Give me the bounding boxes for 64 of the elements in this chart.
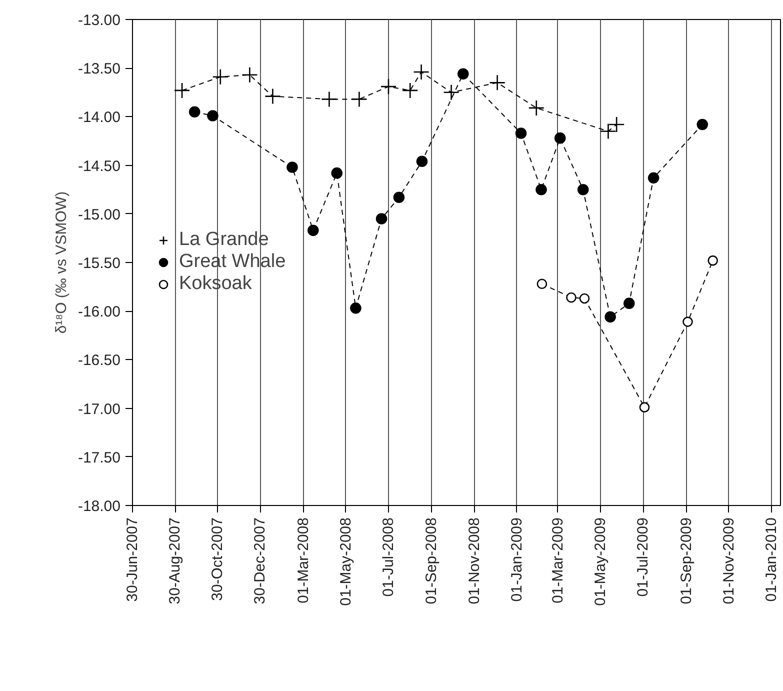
point: [528, 100, 545, 116]
point: [708, 255, 718, 266]
point: [623, 298, 635, 309]
y-tick-label: -13.00: [78, 12, 121, 29]
point: [376, 213, 388, 224]
point: [566, 292, 576, 303]
x-tick-label: 01-Mar-2009: [549, 517, 566, 604]
point: [350, 302, 362, 314]
y-tick-label: -18.00: [78, 498, 121, 515]
point: [416, 156, 428, 168]
point: [286, 162, 298, 173]
x-tick-label: 30-Dec-2007: [252, 518, 269, 604]
point: [402, 82, 418, 99]
y-tick-label: -15.50: [78, 255, 121, 272]
point: [577, 184, 589, 196]
y-tick-label: -17.50: [78, 449, 121, 466]
y-tick-label: -16.50: [78, 352, 121, 370]
point: [554, 132, 566, 144]
point: [393, 192, 405, 204]
x-tick-label: 01-May-2008: [337, 517, 354, 606]
point: [264, 88, 281, 104]
x-tick-label: 30-Aug-2007: [166, 518, 184, 604]
point: [604, 311, 616, 323]
point: [489, 74, 506, 91]
point: [536, 278, 548, 290]
point: [212, 68, 229, 85]
point: [579, 293, 590, 304]
point: [188, 106, 200, 118]
x-tick-label: 01-Jul-2008: [380, 518, 397, 597]
y-tick-label: -17.00: [78, 400, 121, 418]
point: [457, 68, 469, 80]
point: [308, 224, 319, 236]
x-tick-label: 01-Jan-2009: [508, 517, 526, 602]
point: [648, 172, 660, 184]
point: [696, 118, 708, 130]
point: [515, 128, 527, 139]
point: [380, 78, 397, 95]
x-tick-label: 01-Jan-2010: [762, 517, 780, 602]
y-axis-title: δ¹⁸O (‰ vs VSMOW): [52, 191, 70, 334]
y-tick-label: -15.00: [78, 206, 121, 224]
point: [174, 82, 190, 99]
point: [321, 91, 338, 108]
point: [331, 167, 343, 179]
y-tick-label: -13.50: [78, 60, 121, 78]
point: [682, 316, 693, 327]
x-tick-label: 01-Mar-2008: [294, 517, 312, 604]
y-tick-label: -14.00: [78, 109, 121, 126]
x-tick-label: 01-Nov-2009: [720, 518, 738, 604]
x-tick-label: 30-Jun-2007: [124, 517, 141, 602]
point: [351, 91, 368, 108]
point: [536, 184, 547, 196]
point: [639, 402, 650, 412]
x-tick-label: 01-Jul-2009: [634, 518, 652, 597]
x-tick-label: 01-Nov-2008: [466, 518, 483, 604]
point: [242, 66, 258, 84]
y-tick-label: -16.00: [78, 304, 121, 321]
point: [413, 64, 430, 80]
x-tick-label: 01-Sep-2009: [678, 518, 695, 604]
point: [443, 84, 460, 101]
x-tick-label: 01-Sep-2008: [423, 518, 440, 604]
x-tick-label: 30-Oct-2007: [209, 517, 226, 601]
y-tick-label: -14.50: [78, 158, 121, 175]
x-tick-label: 01-May-2009: [592, 517, 610, 606]
point: [207, 110, 218, 122]
